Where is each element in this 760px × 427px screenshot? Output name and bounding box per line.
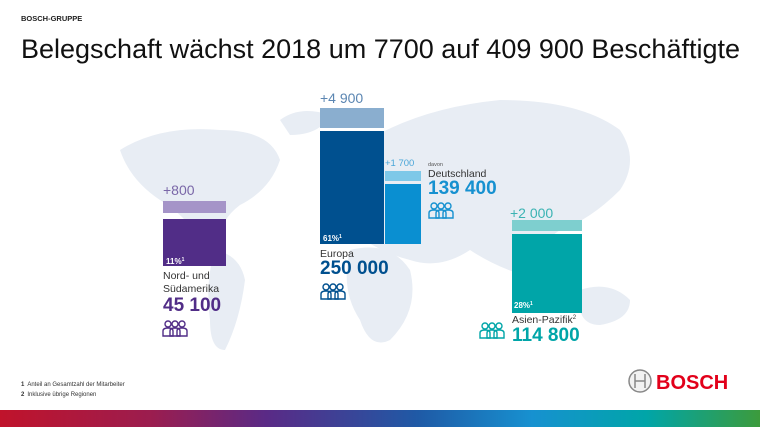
employees-bar	[512, 234, 582, 313]
logo-text: BOSCH	[656, 372, 728, 394]
employees: 139 400	[428, 178, 497, 199]
note-ref: 1	[530, 301, 533, 307]
region-name: Asien-Pazifik2	[512, 314, 577, 326]
footnote-text: Inklusive übrige Regionen	[27, 392, 96, 398]
title: Belegschaft wächst 2018 um 7700 auf 409 …	[21, 34, 740, 64]
increase-bar	[320, 108, 384, 128]
employees: 250 000	[320, 258, 389, 279]
increase: +1 700	[385, 158, 414, 169]
share: 28%1	[514, 301, 533, 310]
header-label: BOSCH-GRUPPE	[21, 14, 82, 23]
increase: +4 900	[320, 90, 363, 106]
footnote: 1 Anteil an Gesamtzahl der Mitarbeiter	[21, 382, 125, 388]
share: 11%1	[166, 257, 185, 266]
logo: BOSCH	[628, 369, 728, 394]
footnote-number: 1	[21, 382, 25, 388]
employees-bar	[385, 184, 421, 244]
increase: +2 000	[510, 205, 553, 221]
increase-bar	[163, 201, 226, 213]
employees: 45 100	[163, 295, 221, 316]
employees-bar	[163, 219, 226, 266]
note-ref: 2	[573, 315, 577, 321]
increase-bar	[512, 220, 582, 231]
note-ref: 1	[182, 257, 185, 263]
region-name: Nord- und	[163, 270, 210, 282]
employees: 114 800	[512, 325, 580, 346]
region-name: Deutschland	[428, 168, 487, 180]
employees-bar	[320, 131, 384, 244]
footnote-text: Anteil an Gesamtzahl der Mitarbeiter	[27, 382, 124, 388]
color-strip	[0, 410, 760, 427]
prefix: davon	[428, 162, 443, 168]
increase: +800	[163, 182, 195, 198]
region-name: Südamerika	[163, 283, 219, 295]
region-name: Europa	[320, 248, 354, 260]
share-value: 28%	[514, 301, 530, 310]
share-value: 61%	[323, 234, 339, 243]
share: 61%1	[323, 234, 342, 243]
note-ref: 1	[339, 234, 342, 240]
footnote: 2 Inklusive übrige Regionen	[21, 392, 96, 398]
region-name-text: Asien-Pazifik	[512, 314, 573, 326]
footnote-number: 2	[21, 392, 25, 398]
share-value: 11%	[166, 257, 182, 266]
increase-bar	[385, 171, 421, 181]
